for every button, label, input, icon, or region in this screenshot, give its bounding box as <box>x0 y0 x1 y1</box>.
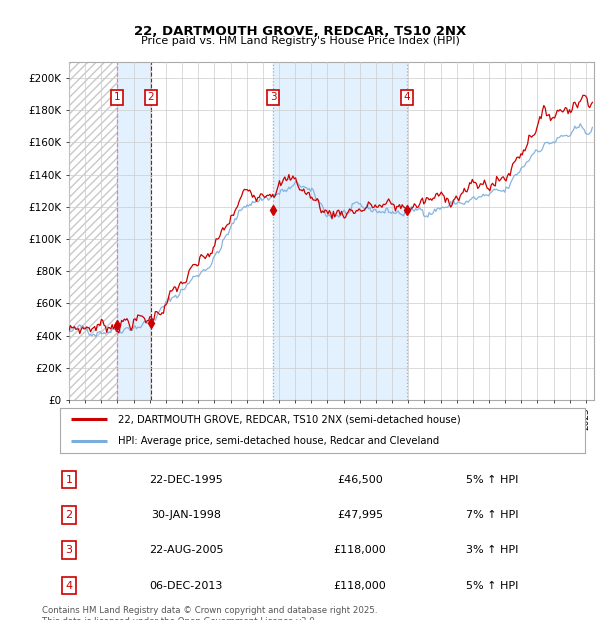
Bar <box>273 62 407 400</box>
Text: 3: 3 <box>270 92 277 102</box>
Text: 5% ↑ HPI: 5% ↑ HPI <box>466 580 518 590</box>
Bar <box>117 62 151 400</box>
Text: £47,995: £47,995 <box>337 510 383 520</box>
Text: 3% ↑ HPI: 3% ↑ HPI <box>466 545 518 555</box>
Text: Price paid vs. HM Land Registry's House Price Index (HPI): Price paid vs. HM Land Registry's House … <box>140 36 460 46</box>
Text: 3: 3 <box>65 545 73 555</box>
Text: 4: 4 <box>65 580 73 590</box>
Text: 06-DEC-2013: 06-DEC-2013 <box>149 580 223 590</box>
Text: £118,000: £118,000 <box>334 545 386 555</box>
Text: 2: 2 <box>65 510 73 520</box>
Text: Contains HM Land Registry data © Crown copyright and database right 2025.
This d: Contains HM Land Registry data © Crown c… <box>42 606 377 620</box>
Text: 1: 1 <box>65 474 73 484</box>
Text: 7% ↑ HPI: 7% ↑ HPI <box>466 510 518 520</box>
Text: 22-DEC-1995: 22-DEC-1995 <box>149 474 223 484</box>
Text: 22, DARTMOUTH GROVE, REDCAR, TS10 2NX (semi-detached house): 22, DARTMOUTH GROVE, REDCAR, TS10 2NX (s… <box>118 414 460 424</box>
Text: 2: 2 <box>148 92 154 102</box>
Text: HPI: Average price, semi-detached house, Redcar and Cleveland: HPI: Average price, semi-detached house,… <box>118 436 439 446</box>
Text: 30-JAN-1998: 30-JAN-1998 <box>151 510 221 520</box>
Text: £46,500: £46,500 <box>337 474 383 484</box>
Text: 4: 4 <box>404 92 410 102</box>
Text: £118,000: £118,000 <box>334 580 386 590</box>
Text: 1: 1 <box>113 92 120 102</box>
Text: 5% ↑ HPI: 5% ↑ HPI <box>466 474 518 484</box>
Text: 22-AUG-2005: 22-AUG-2005 <box>149 545 223 555</box>
Text: 22, DARTMOUTH GROVE, REDCAR, TS10 2NX: 22, DARTMOUTH GROVE, REDCAR, TS10 2NX <box>134 25 466 38</box>
